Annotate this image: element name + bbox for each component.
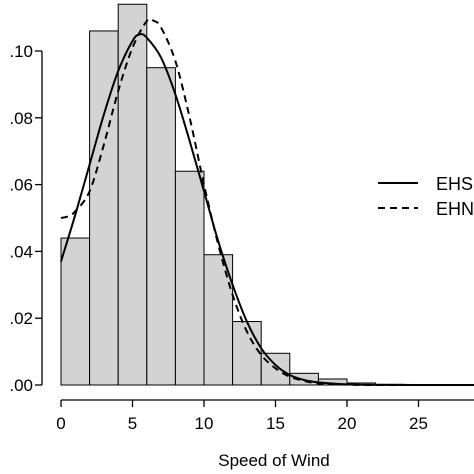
histogram-bar <box>117 3 148 386</box>
y-axis: .00 .02 .04 .06 .08 .10 <box>9 42 43 395</box>
y-tick-label: .04 <box>9 242 33 261</box>
x-tick-label: 5 <box>128 414 137 433</box>
density-line-ehn <box>60 17 474 387</box>
density-curves <box>60 17 474 387</box>
x-tick-label: 0 <box>56 414 65 433</box>
histogram-bar <box>146 67 176 386</box>
y-tick-label: .10 <box>9 42 33 61</box>
x-tick-label: 15 <box>266 414 285 433</box>
legend-label-ehn: EHN <box>436 199 474 219</box>
histogram-bar <box>89 30 119 386</box>
x-tick-label: 20 <box>338 414 357 433</box>
histogram-bar <box>174 170 205 386</box>
legend: EHS EHN <box>378 174 474 219</box>
x-tick-label: 25 <box>409 414 428 433</box>
x-axis-title: Speed of Wind <box>218 451 330 470</box>
x-axis: 0 5 10 15 20 25 <box>56 399 474 433</box>
y-tick-label: .08 <box>9 109 33 128</box>
histogram-bar <box>60 237 91 386</box>
y-tick-label: .00 <box>9 376 33 395</box>
legend-label-ehs: EHS <box>436 174 473 194</box>
y-tick-label: .06 <box>9 176 33 195</box>
x-tick-label: 10 <box>195 414 214 433</box>
histogram-bars <box>60 3 462 386</box>
y-tick-label: .02 <box>9 309 33 328</box>
